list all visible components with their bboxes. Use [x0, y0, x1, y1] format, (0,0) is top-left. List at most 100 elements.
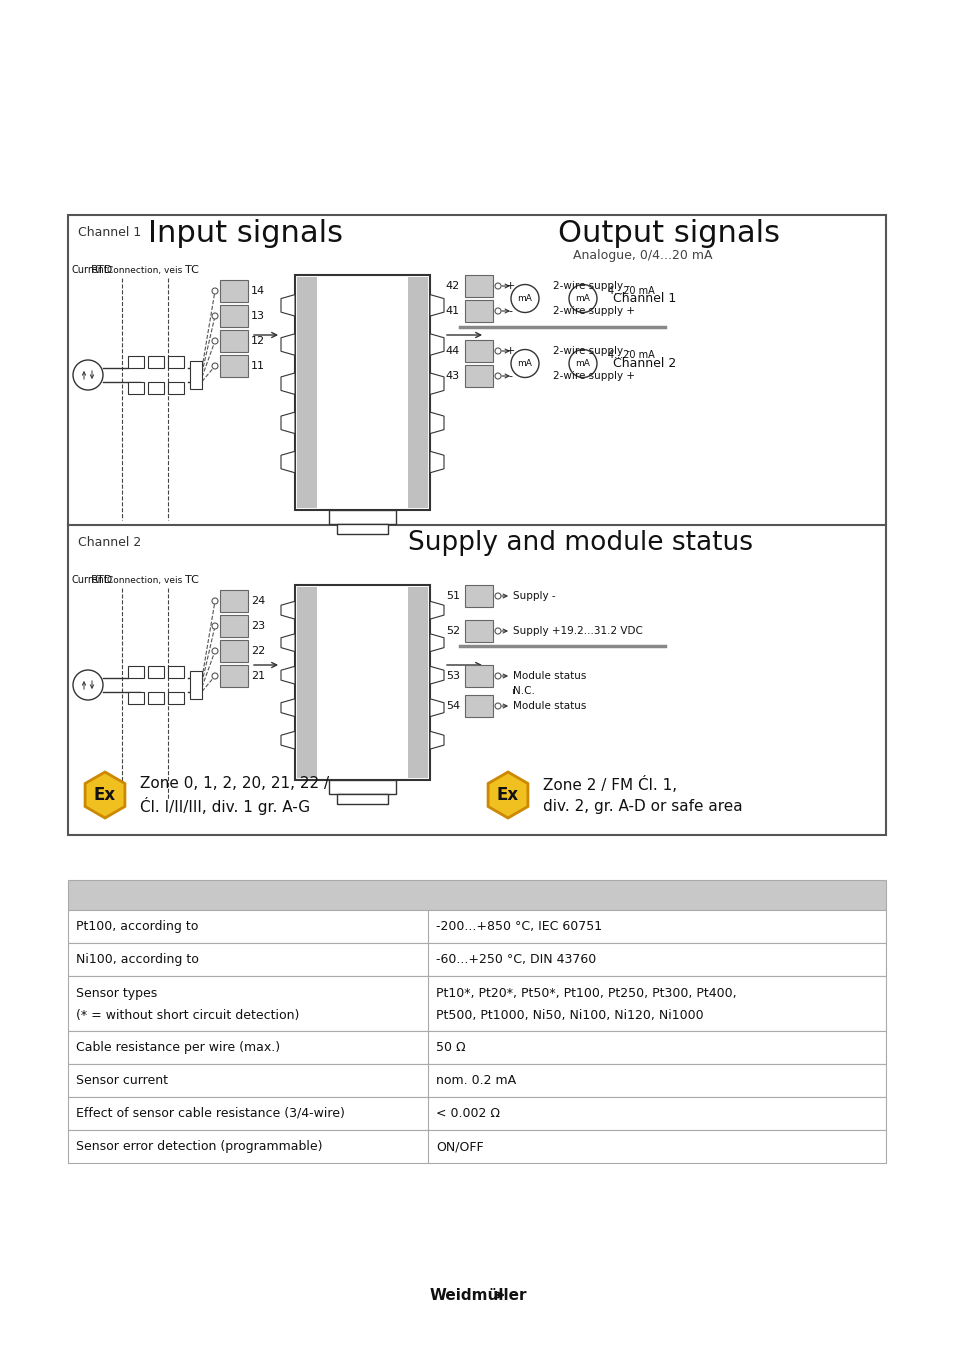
- Bar: [68, 1098, 885, 1130]
- Polygon shape: [281, 373, 294, 394]
- Text: mA: mA: [517, 294, 532, 302]
- Bar: [464, 364, 493, 387]
- Bar: [220, 305, 248, 327]
- Bar: [329, 510, 395, 524]
- Bar: [464, 695, 493, 717]
- Polygon shape: [430, 732, 443, 749]
- Text: 21: 21: [251, 671, 265, 680]
- Circle shape: [212, 598, 218, 603]
- Bar: [148, 693, 164, 703]
- Polygon shape: [281, 699, 294, 717]
- Text: Channel 1: Channel 1: [78, 227, 141, 239]
- Text: Sensor error detection (programmable): Sensor error detection (programmable): [76, 1139, 322, 1153]
- Text: TC: TC: [185, 575, 198, 585]
- Polygon shape: [430, 412, 443, 433]
- Text: 12: 12: [251, 336, 265, 346]
- Polygon shape: [430, 633, 443, 652]
- Text: N.C.: N.C.: [513, 686, 535, 697]
- Text: 2-wire supply +: 2-wire supply +: [553, 306, 635, 316]
- Circle shape: [212, 338, 218, 344]
- Circle shape: [511, 350, 538, 378]
- Polygon shape: [430, 294, 443, 316]
- Polygon shape: [430, 699, 443, 717]
- Text: mA: mA: [575, 359, 590, 369]
- Circle shape: [495, 628, 500, 634]
- Text: -60...+250 °C, DIN 43760: -60...+250 °C, DIN 43760: [436, 953, 596, 967]
- Bar: [464, 620, 493, 643]
- Circle shape: [212, 648, 218, 653]
- Bar: [148, 356, 164, 369]
- Text: 52: 52: [445, 626, 459, 636]
- Polygon shape: [281, 294, 294, 316]
- Text: Effect of sensor cable resistance (3/4-wire): Effect of sensor cable resistance (3/4-w…: [76, 1107, 345, 1120]
- Text: RTD: RTD: [91, 265, 113, 275]
- Bar: [128, 356, 144, 369]
- Text: 4...20 mA: 4...20 mA: [607, 351, 654, 360]
- Bar: [148, 382, 164, 394]
- Text: div. 2, gr. A-D or safe area: div. 2, gr. A-D or safe area: [542, 798, 741, 814]
- Text: Zone 0, 1, 2, 20, 21, 22 /: Zone 0, 1, 2, 20, 21, 22 /: [140, 776, 329, 791]
- Text: Module status: Module status: [513, 701, 586, 711]
- Text: (* = without short circuit detection): (* = without short circuit detection): [76, 1008, 299, 1022]
- Bar: [68, 976, 885, 1031]
- Text: 42: 42: [445, 281, 459, 292]
- Circle shape: [495, 593, 500, 599]
- Text: +: +: [505, 346, 515, 356]
- Circle shape: [73, 670, 103, 701]
- Text: Ni100, according to: Ni100, according to: [76, 953, 198, 967]
- Bar: [68, 1064, 885, 1098]
- Text: mA: mA: [517, 359, 532, 369]
- Circle shape: [495, 284, 500, 289]
- Bar: [68, 910, 885, 944]
- Text: Connection, veis: Connection, veis: [108, 575, 182, 585]
- Text: -: -: [507, 306, 512, 316]
- Circle shape: [511, 285, 538, 312]
- Text: Output signals: Output signals: [558, 219, 780, 247]
- Polygon shape: [430, 601, 443, 620]
- Polygon shape: [430, 451, 443, 472]
- Text: 4...20 mA: 4...20 mA: [607, 285, 654, 296]
- Text: -: -: [507, 371, 512, 381]
- Circle shape: [495, 674, 500, 679]
- Circle shape: [212, 622, 218, 629]
- Bar: [220, 590, 248, 612]
- Bar: [128, 666, 144, 678]
- Circle shape: [212, 363, 218, 369]
- Circle shape: [568, 285, 597, 312]
- Text: Ex: Ex: [93, 786, 116, 805]
- Bar: [296, 277, 316, 508]
- Bar: [220, 616, 248, 637]
- Circle shape: [212, 313, 218, 319]
- Text: -200...+850 °C, IEC 60751: -200...+850 °C, IEC 60751: [436, 919, 601, 933]
- Bar: [190, 671, 202, 699]
- Bar: [464, 340, 493, 362]
- Polygon shape: [488, 772, 527, 818]
- Polygon shape: [281, 732, 294, 749]
- Polygon shape: [281, 333, 294, 355]
- Bar: [464, 275, 493, 297]
- Bar: [220, 666, 248, 687]
- Text: 43: 43: [445, 371, 459, 381]
- Text: < 0.002 Ω: < 0.002 Ω: [436, 1107, 499, 1120]
- Text: Pt500, Pt1000, Ni50, Ni100, Ni120, Ni1000: Pt500, Pt1000, Ni50, Ni100, Ni120, Ni100…: [436, 1008, 703, 1022]
- Polygon shape: [281, 667, 294, 684]
- Bar: [220, 640, 248, 662]
- Circle shape: [495, 373, 500, 379]
- Polygon shape: [281, 633, 294, 652]
- Bar: [68, 1031, 885, 1064]
- Text: Current: Current: [71, 265, 109, 275]
- Text: mA: mA: [575, 294, 590, 302]
- Polygon shape: [430, 373, 443, 394]
- Polygon shape: [281, 601, 294, 620]
- Text: 13: 13: [251, 310, 265, 321]
- Bar: [68, 1130, 885, 1162]
- Text: Supply +19.2...31.2 VDC: Supply +19.2...31.2 VDC: [513, 626, 642, 636]
- Text: Input signals: Input signals: [148, 219, 343, 247]
- Text: 2-wire supply -: 2-wire supply -: [553, 281, 630, 292]
- Bar: [336, 524, 388, 535]
- Text: 2-wire supply -: 2-wire supply -: [553, 346, 630, 356]
- Bar: [168, 693, 184, 703]
- Text: 50 Ω: 50 Ω: [436, 1041, 465, 1054]
- Bar: [408, 277, 428, 508]
- Circle shape: [212, 674, 218, 679]
